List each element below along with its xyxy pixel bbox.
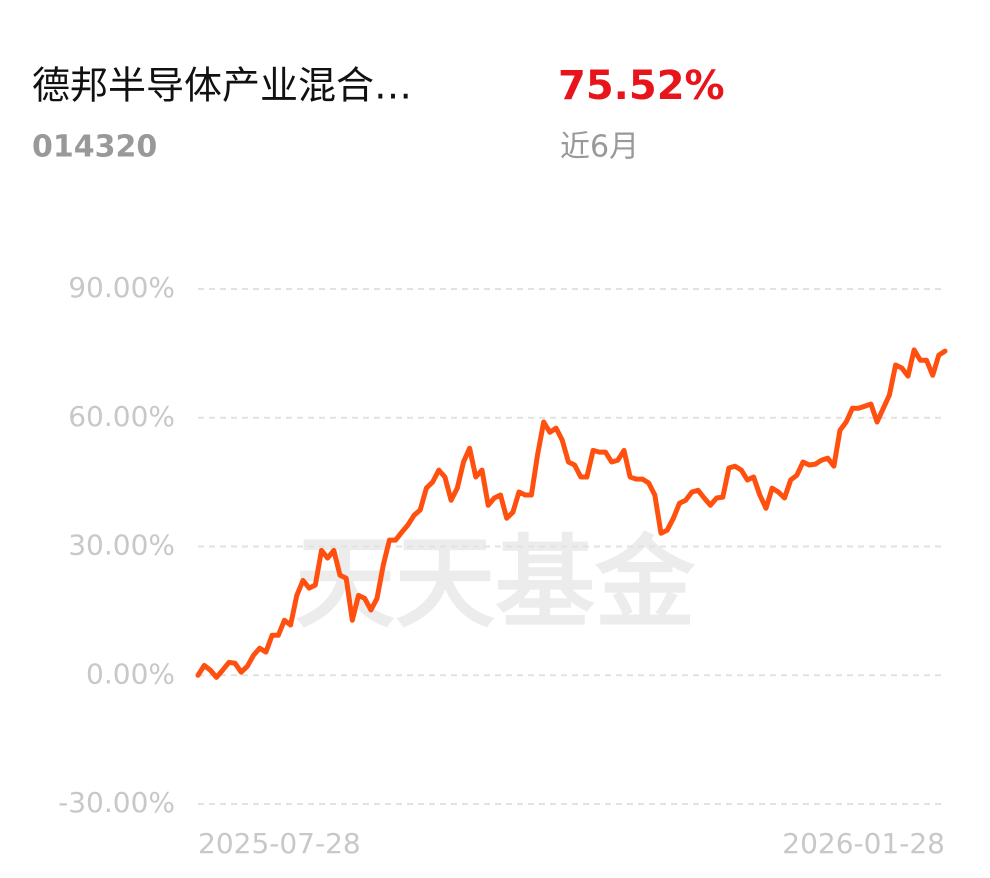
period-label: 近6月 [560, 130, 639, 165]
fund-code: 014320 [32, 130, 157, 165]
y-tick-label: 0.00% [86, 657, 175, 690]
fund-title: 德邦半导体产业混合… [32, 64, 412, 108]
y-tick-label: -30.00% [58, 786, 175, 819]
y-tick-label: 60.00% [68, 400, 175, 433]
y-tick-label: 30.00% [68, 529, 175, 562]
x-tick-label: 2025-07-28 [198, 827, 361, 860]
line-series [195, 347, 948, 680]
x-tick-label: 2026-01-28 [782, 827, 945, 860]
watermark: 天天基金 [295, 524, 696, 641]
y-tick-label: 90.00% [68, 271, 175, 304]
fund-return: 75.52% [558, 63, 725, 109]
